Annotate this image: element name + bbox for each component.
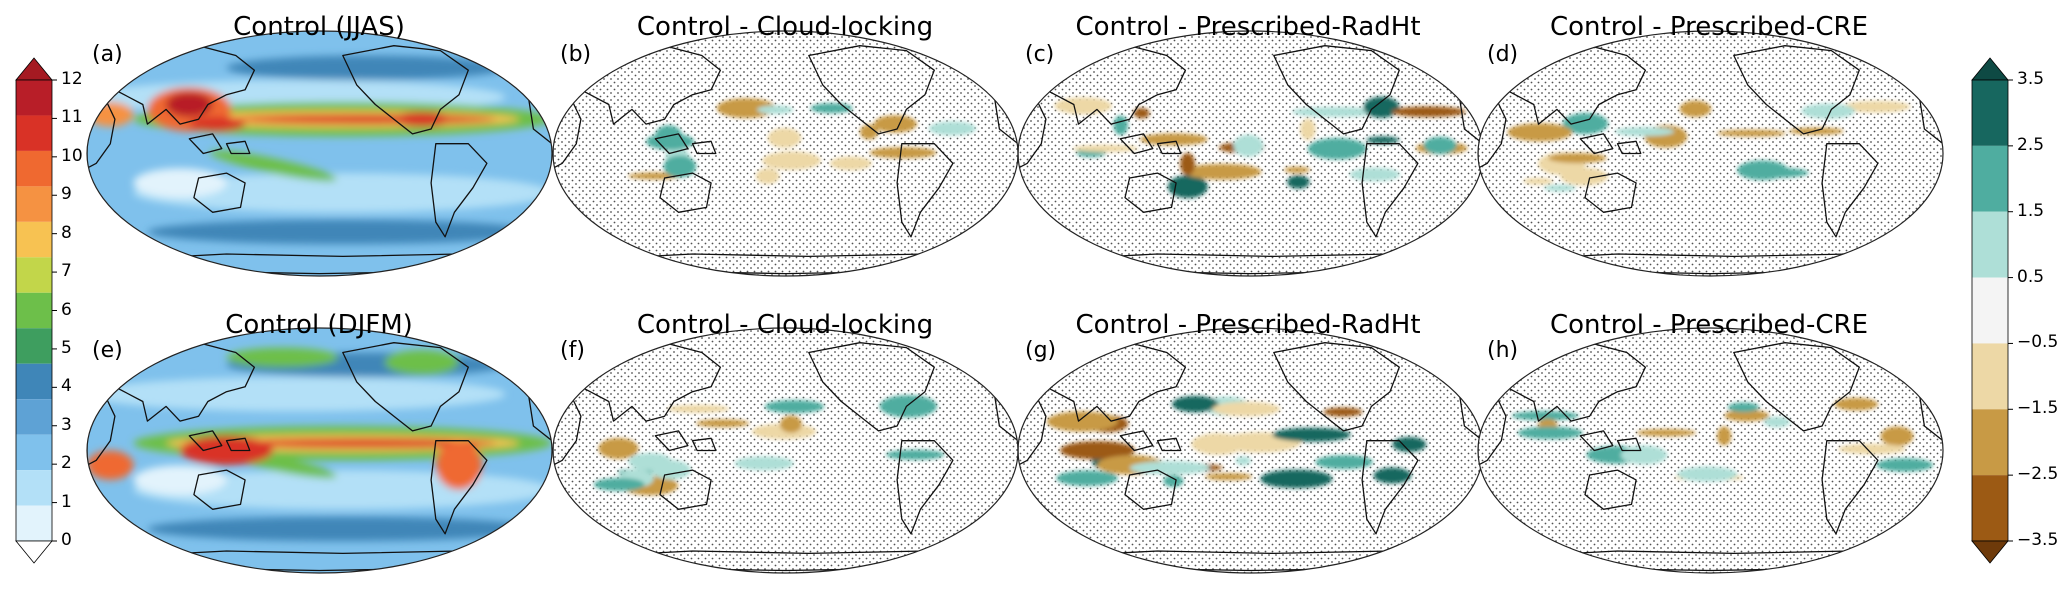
colorbar-tick-label: 2.5 xyxy=(2017,134,2045,155)
panel-title-d: Control - Prescribed-CRE xyxy=(1549,12,1869,42)
colorbar-segment xyxy=(16,115,52,151)
colorbar-difference xyxy=(1971,57,2013,564)
panel-title-h: Control - Prescribed-CRE xyxy=(1549,310,1869,340)
panel-letter-f: (f) xyxy=(560,338,585,363)
colorbar-tick-label: 10 xyxy=(61,145,83,166)
colorbar-segment xyxy=(16,328,52,364)
panel-title-e: Control (DJFM) xyxy=(225,310,413,340)
colorbar-tick-label: 3.5 xyxy=(2017,69,2045,89)
panel-letter-e: (e) xyxy=(92,338,123,363)
colorbar-tick-label: 0 xyxy=(61,530,72,550)
colorbar-over-arrow xyxy=(15,57,53,81)
panel-title-c: Control - Prescribed-RadHt xyxy=(1075,12,1421,42)
map-panel-h xyxy=(1477,327,1944,574)
colorbar-segment xyxy=(16,80,52,116)
colorbar-tick-label: −2.5 xyxy=(2017,464,2059,485)
colorbar-segment xyxy=(16,292,52,329)
colorbar-segment xyxy=(16,470,52,506)
map-panel-f xyxy=(552,327,1019,574)
colorbar-tick-label: 8 xyxy=(61,222,72,243)
colorbar-segment xyxy=(16,363,52,400)
colorbar-tick-label: 0.5 xyxy=(2017,266,2045,287)
colorbar-tick-label: 4 xyxy=(61,376,72,397)
colorbar-segment xyxy=(1972,475,2008,541)
panel-letter-b: (b) xyxy=(560,42,592,67)
colorbar-segment xyxy=(16,150,52,187)
colorbar-tick-label: 6 xyxy=(61,299,72,320)
colorbar-under-arrow xyxy=(15,540,53,564)
panel-letter-c: (c) xyxy=(1025,42,1055,67)
colorbar-segment xyxy=(1972,80,2008,146)
colorbar-tick-label: 12 xyxy=(61,69,83,89)
colorbar-tick-label: 2 xyxy=(61,453,72,474)
colorbar-segment xyxy=(16,186,52,222)
colorbar-segment xyxy=(16,434,52,471)
colorbar-tick-label: 9 xyxy=(61,184,72,205)
map-panel-e xyxy=(86,327,553,574)
map-panel-b xyxy=(552,30,1019,277)
colorbar-tick-label: −1.5 xyxy=(2017,398,2059,419)
colorbar-segment xyxy=(16,399,52,435)
colorbar-segment xyxy=(16,257,52,293)
colorbar-tick-label: 11 xyxy=(61,107,83,128)
panel-title-f: Control - Cloud-locking xyxy=(636,310,934,340)
map-panel-d xyxy=(1477,30,1944,277)
colorbar-under-arrow xyxy=(1971,540,2009,564)
colorbar-tick-label: 3 xyxy=(61,414,72,435)
colorbar-tick-label: −0.5 xyxy=(2017,332,2059,353)
panel-title-g: Control - Prescribed-RadHt xyxy=(1075,310,1421,340)
panel-letter-g: (g) xyxy=(1025,338,1057,363)
panel-title-a: Control (JJAS) xyxy=(233,12,405,42)
panel-letter-a: (a) xyxy=(92,42,123,67)
panel-letter-h: (h) xyxy=(1487,338,1519,363)
panel-letter-d: (d) xyxy=(1487,42,1519,67)
colorbar-segment xyxy=(16,505,52,541)
colorbar-segment xyxy=(1972,343,2008,410)
colorbar-tick-label: 1.5 xyxy=(2017,200,2045,221)
colorbar-segment xyxy=(1972,409,2008,476)
panel-title-b: Control - Cloud-locking xyxy=(636,12,934,42)
colorbar-tick-label: 5 xyxy=(61,337,72,358)
colorbar-segment xyxy=(1972,277,2008,344)
colorbar-segment xyxy=(1972,145,2008,212)
map-panel-c xyxy=(1017,30,1484,277)
colorbar-tick-label: −3.5 xyxy=(2017,530,2059,550)
colorbar-segment xyxy=(16,221,52,258)
colorbar-tick-label: 1 xyxy=(61,491,72,512)
map-panel-a xyxy=(86,30,553,277)
colorbar-precip xyxy=(15,57,57,564)
map-panel-g xyxy=(1017,327,1484,574)
colorbar-over-arrow xyxy=(1971,57,2009,81)
colorbar-tick-label: 7 xyxy=(61,261,72,282)
colorbar-segment xyxy=(1972,211,2008,278)
